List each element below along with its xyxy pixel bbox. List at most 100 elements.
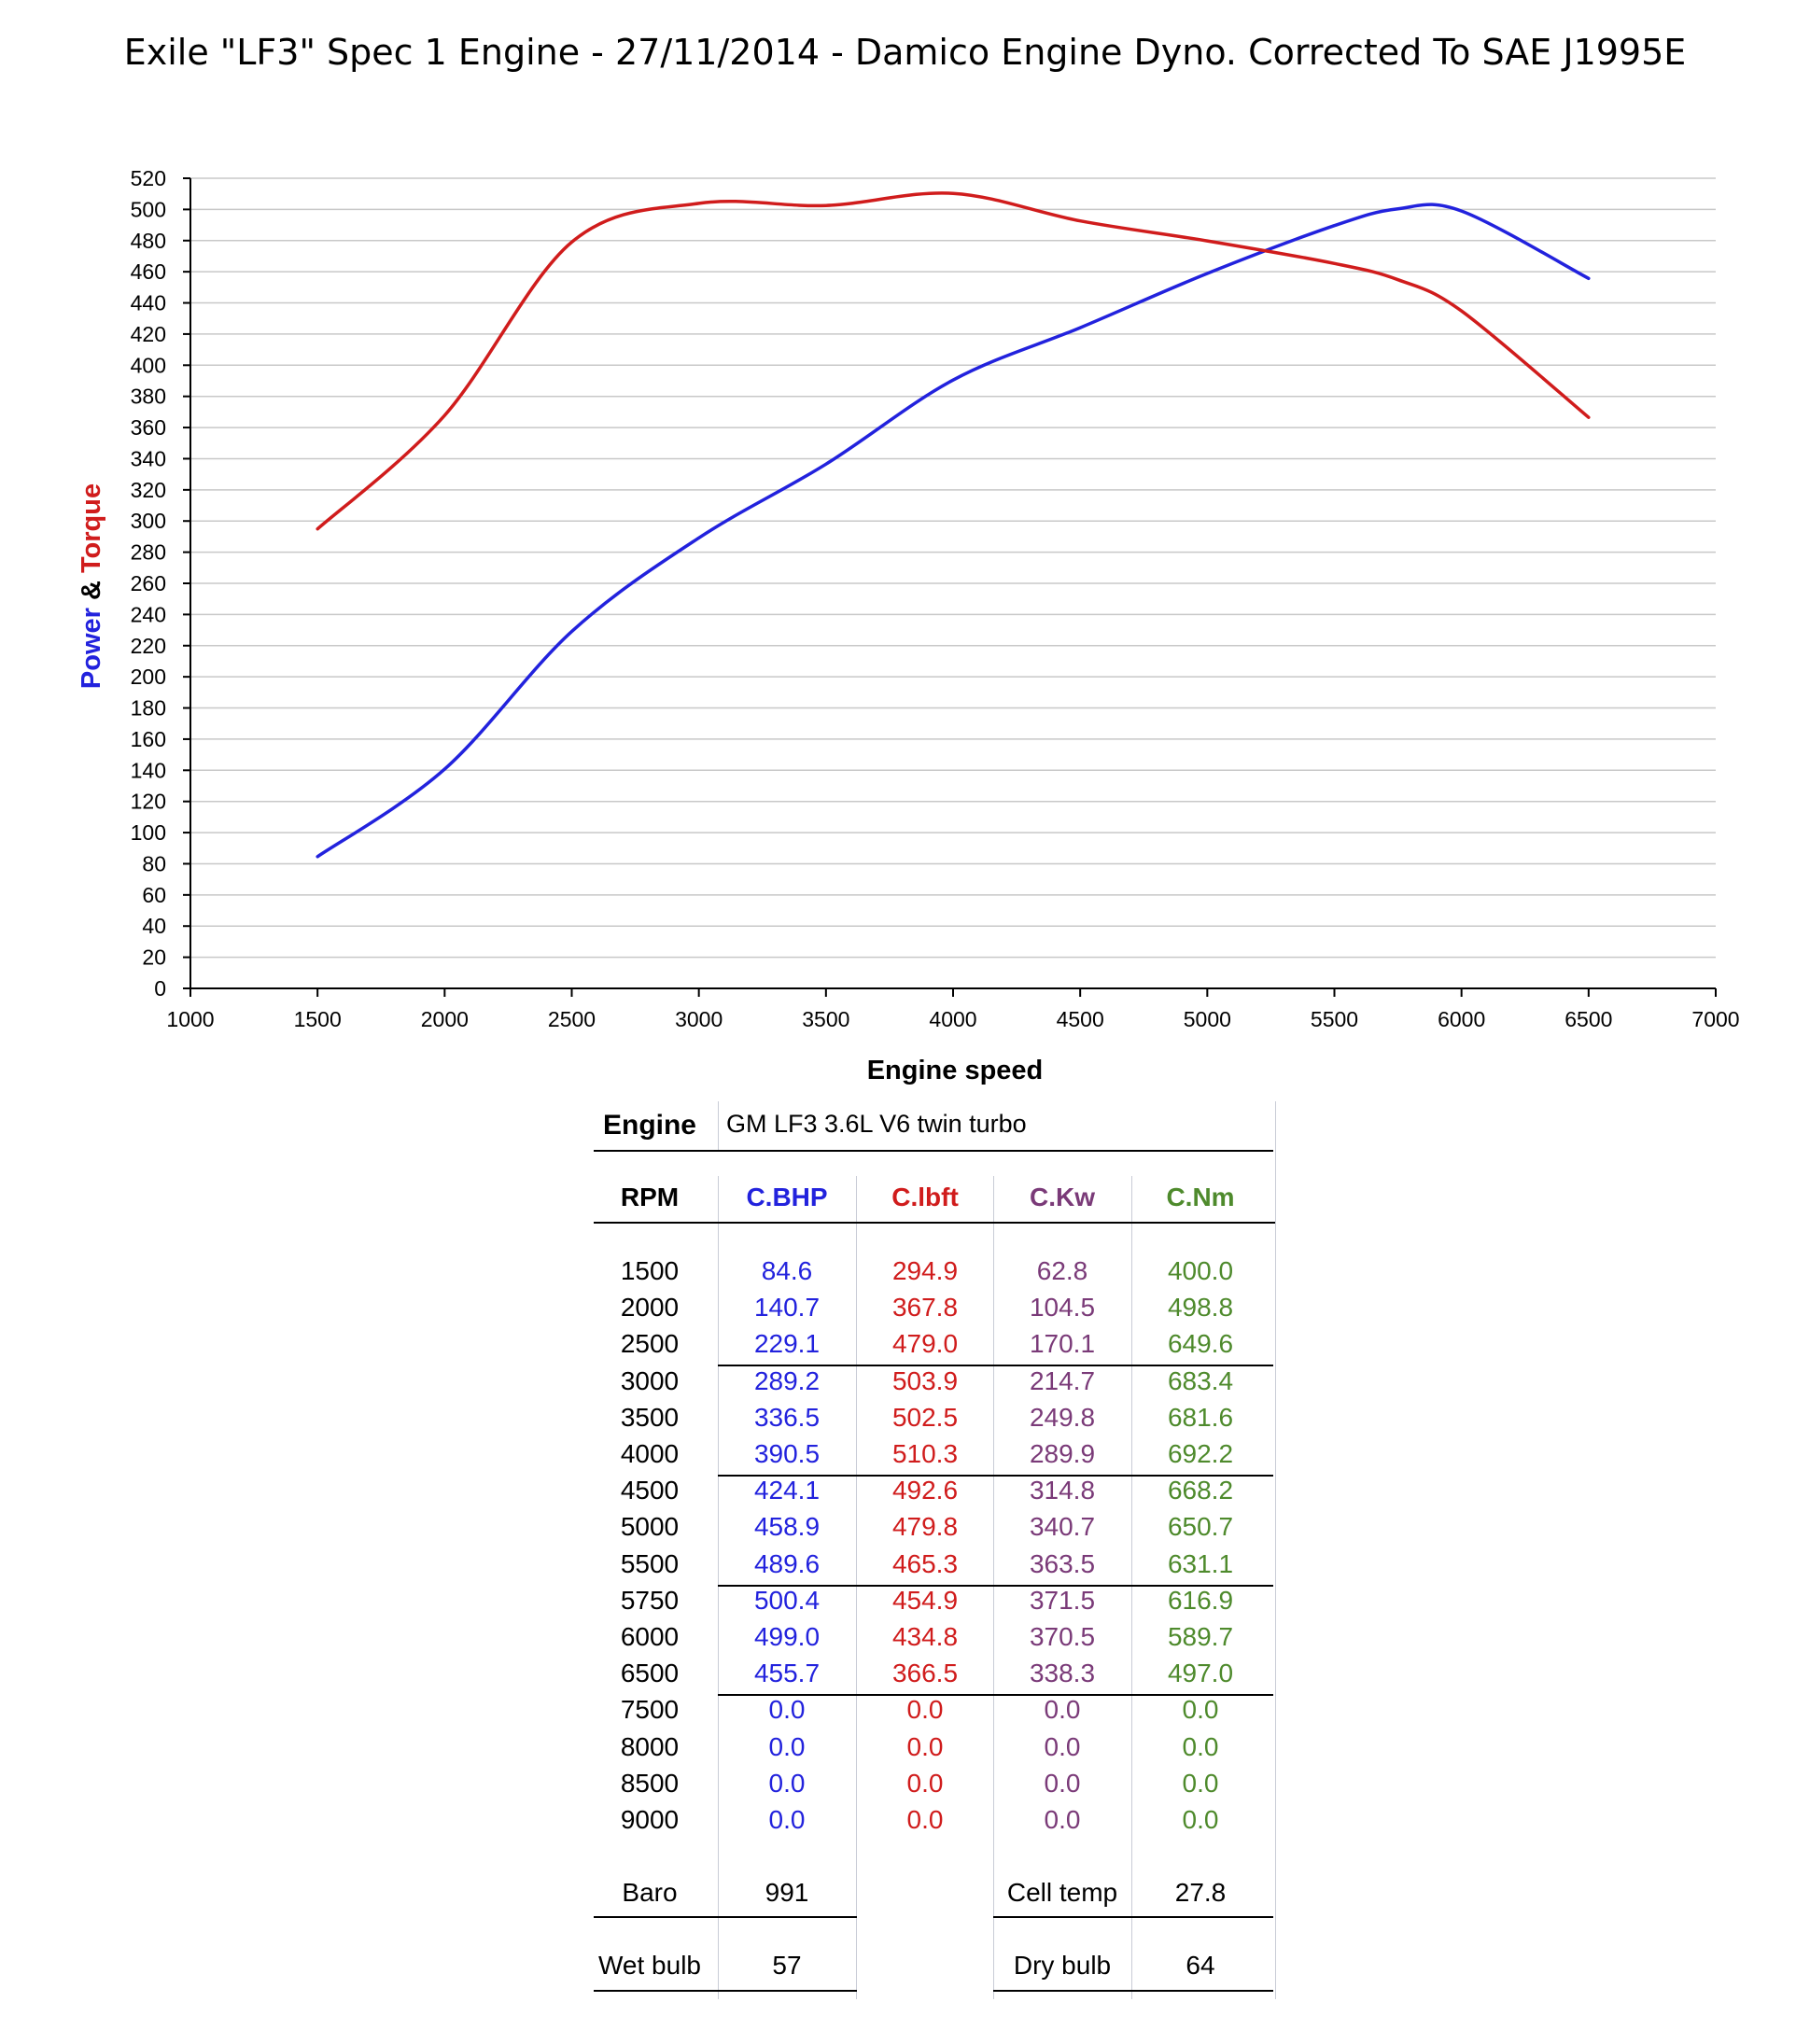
table-cell-lbft: 479.8 <box>891 1512 959 1542</box>
header-lbft: C.lbft <box>891 1183 959 1211</box>
table-cell-rpm: 4500 <box>620 1476 680 1505</box>
table-cell-bhp: 500.4 <box>753 1585 821 1615</box>
table-cell-kw: 0.0 <box>1044 1805 1081 1834</box>
table-column-divider <box>1131 1176 1132 1999</box>
y-tick-label: 200 <box>131 665 166 689</box>
series-line-power <box>316 203 1591 859</box>
cell-temp-rule <box>993 1916 1273 1918</box>
y-tick-label: 320 <box>131 478 166 502</box>
y-tick-label: 240 <box>131 602 166 626</box>
table-column-divider <box>718 1101 719 1151</box>
table-cell-nm: 0.0 <box>1182 1768 1219 1798</box>
row-group-rule <box>718 1475 1273 1477</box>
y-tick-label: 280 <box>131 540 166 565</box>
table-cell-nm: 692.2 <box>1167 1439 1234 1468</box>
wet-bulb-label: Wet bulb <box>598 1951 701 1980</box>
table-cell-rpm: 7500 <box>620 1695 680 1725</box>
header-bhp: C.BHP <box>746 1183 828 1211</box>
table-cell-nm: 681.6 <box>1167 1402 1234 1432</box>
table-cell-kw: 0.0 <box>1044 1731 1081 1761</box>
cell-temp-value: 27.8 <box>1174 1878 1227 1907</box>
y-tick-label: 20 <box>142 945 166 970</box>
header-rpm: RPM <box>620 1183 680 1211</box>
y-tick-label: 140 <box>131 758 166 782</box>
y-tick-label: 80 <box>142 851 166 875</box>
table-cell-bhp: 455.7 <box>753 1659 821 1688</box>
table-cell-lbft: 0.0 <box>906 1695 944 1725</box>
table-cell-rpm: 3500 <box>620 1402 680 1432</box>
table-cell-bhp: 390.5 <box>753 1439 821 1468</box>
y-tick-label: 0 <box>154 976 166 1001</box>
table-cell-kw: 370.5 <box>1029 1622 1096 1651</box>
table-cell-lbft: 502.5 <box>891 1402 959 1432</box>
table-cell-nm: 649.6 <box>1167 1329 1234 1359</box>
table-cell-bhp: 140.7 <box>753 1293 821 1323</box>
y-axis-title-ampersand: & <box>77 573 106 608</box>
y-axis-title-torque: Torque <box>77 483 106 573</box>
table-cell-kw: 62.8 <box>1036 1256 1088 1285</box>
table-cell-nm: 631.1 <box>1167 1548 1234 1578</box>
x-tick-label: 3500 <box>802 1007 849 1031</box>
table-cell-bhp: 0.0 <box>768 1695 806 1725</box>
table-cell-bhp: 0.0 <box>768 1805 806 1834</box>
table-cell-lbft: 294.9 <box>891 1256 959 1285</box>
wet-bulb-rule <box>594 1990 857 1992</box>
table-column-divider <box>856 1176 857 1999</box>
engine-row-rule <box>594 1150 1273 1152</box>
table-cell-bhp: 336.5 <box>753 1402 821 1432</box>
table-cell-lbft: 454.9 <box>891 1585 959 1615</box>
dry-bulb-label: Dry bulb <box>1013 1951 1112 1980</box>
baro-rule <box>594 1916 857 1918</box>
table-cell-rpm: 1500 <box>620 1256 680 1285</box>
y-tick-label: 500 <box>131 197 166 221</box>
table-cell-lbft: 0.0 <box>906 1768 944 1798</box>
table-cell-rpm: 9000 <box>620 1805 680 1834</box>
y-tick-label: 360 <box>131 415 166 440</box>
y-tick-label: 340 <box>131 446 166 470</box>
table-cell-nm: 0.0 <box>1182 1731 1219 1761</box>
x-tick-label: 4500 <box>1057 1007 1104 1031</box>
x-tick-label: 5500 <box>1311 1007 1358 1031</box>
table-cell-bhp: 84.6 <box>761 1256 813 1285</box>
table-cell-bhp: 499.0 <box>753 1622 821 1651</box>
y-tick-label: 480 <box>131 229 166 253</box>
y-tick-label: 420 <box>131 322 166 346</box>
dry-bulb-rule <box>993 1990 1273 1992</box>
y-tick-label: 160 <box>131 727 166 751</box>
table-cell-kw: 214.7 <box>1029 1365 1096 1395</box>
table-cell-lbft: 0.0 <box>906 1805 944 1834</box>
table-cell-rpm: 4000 <box>620 1439 680 1468</box>
y-tick-label: 440 <box>131 291 166 315</box>
table-cell-lbft: 510.3 <box>891 1439 959 1468</box>
table-cell-lbft: 366.5 <box>891 1659 959 1688</box>
dry-bulb-value: 64 <box>1186 1951 1215 1980</box>
table-cell-nm: 589.7 <box>1167 1622 1234 1651</box>
table-cell-rpm: 5750 <box>620 1585 680 1615</box>
header-rule <box>594 1222 1275 1224</box>
x-tick-label: 2500 <box>548 1007 596 1031</box>
table-cell-kw: 0.0 <box>1044 1768 1081 1798</box>
table-cell-lbft: 367.8 <box>891 1293 959 1323</box>
table-cell-bhp: 0.0 <box>768 1768 806 1798</box>
series-lines <box>316 191 1591 859</box>
y-tick-label: 460 <box>131 259 166 284</box>
y-tick-label: 300 <box>131 509 166 533</box>
y-tick-label: 260 <box>131 571 166 595</box>
table-cell-kw: 363.5 <box>1029 1548 1096 1578</box>
table-cell-nm: 650.7 <box>1167 1512 1234 1542</box>
baro-value: 991 <box>765 1878 809 1907</box>
header-kw: C.Kw <box>1030 1183 1095 1211</box>
table-cell-rpm: 6000 <box>620 1622 680 1651</box>
table-column-divider <box>718 1176 719 1999</box>
x-axis-title: Engine speed <box>867 1056 1044 1085</box>
table-cell-rpm: 8000 <box>620 1731 680 1761</box>
table-cell-kw: 170.1 <box>1029 1329 1096 1359</box>
table-cell-nm: 400.0 <box>1167 1256 1234 1285</box>
table-cell-rpm: 2500 <box>620 1329 680 1359</box>
table-cell-nm: 668.2 <box>1167 1476 1234 1505</box>
y-tick-label: 520 <box>131 166 166 190</box>
page-title: Exile "LF3" Spec 1 Engine - 27/11/2014 -… <box>123 32 1687 73</box>
y-tick-label: 220 <box>131 634 166 658</box>
y-tick-label: 380 <box>131 385 166 409</box>
dyno-chart: 0 20 40 60 80 100 120 140 160 180 200 220 240 260 280 3… <box>77 166 1740 1085</box>
